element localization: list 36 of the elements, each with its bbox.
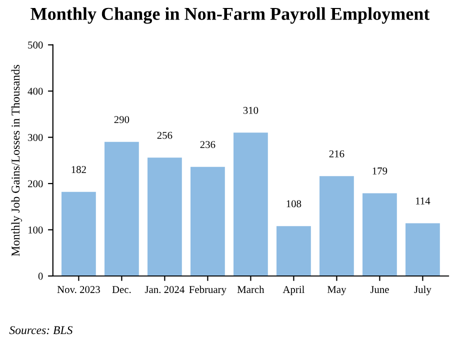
y-tick-label: 200 [28, 180, 43, 188]
chart-title: Monthly Change in Non-Farm Payroll Employment [30, 7, 430, 24]
x-tick-label: March [237, 286, 264, 294]
x-tick-label: May [327, 286, 346, 296]
source-note: Sources: BLS [9, 326, 73, 334]
x-tick-label: Dec. [112, 286, 131, 294]
bar [234, 132, 268, 276]
y-axis-title: Monthly Job Gains/Losses in Thousands [11, 64, 22, 256]
data-label: 236 [200, 141, 216, 148]
data-label: 108 [286, 200, 302, 208]
x-tick-label: February [189, 286, 226, 296]
x-tick-label: April [282, 286, 304, 296]
x-tick-label: July [414, 286, 432, 296]
y-tick-label: 400 [28, 88, 43, 95]
data-label: 310 [243, 106, 258, 114]
data-label: 114 [416, 198, 430, 204]
data-label: 216 [329, 150, 344, 158]
bar [362, 193, 397, 276]
y-tick-label: 0 [38, 272, 43, 280]
bar [276, 226, 311, 276]
y-tick-label: 500 [28, 42, 43, 49]
x-tick-label: June [370, 286, 389, 294]
x-tick-label: Nov. 2023 [57, 286, 100, 294]
x-tick-label: Jan. 2024 [144, 286, 184, 294]
bar [62, 192, 96, 276]
bar [320, 176, 354, 276]
bar [148, 158, 182, 276]
y-tick-label: 100 [28, 226, 43, 234]
data-label: 182 [72, 166, 86, 174]
y-tick-label: 300 [28, 134, 43, 142]
data-label: 290 [114, 116, 130, 124]
bar [190, 166, 225, 276]
data-label: 256 [157, 132, 172, 139]
data-label: 179 [372, 167, 388, 174]
bar [406, 223, 440, 276]
bar [104, 142, 139, 276]
